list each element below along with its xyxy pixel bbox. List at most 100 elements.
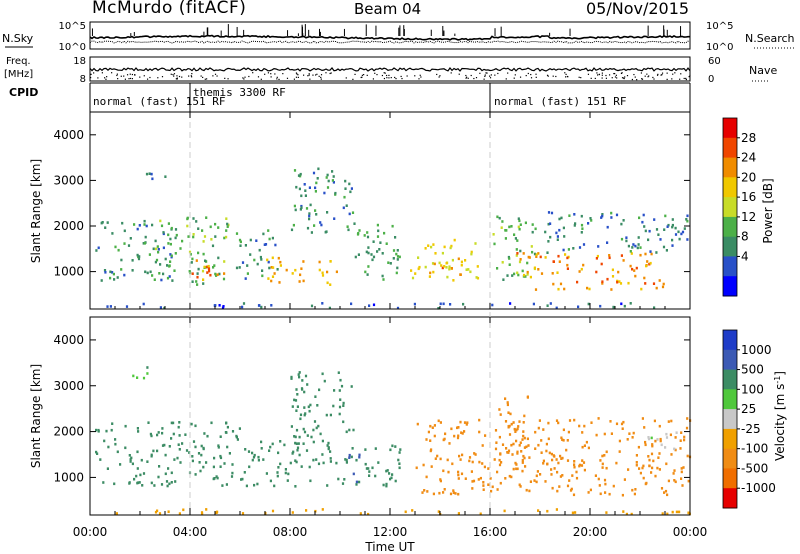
heatmap-cell (575, 470, 578, 474)
velocity-colorbar-tick-label: -1000 (741, 481, 776, 495)
heatmap-cell (264, 243, 268, 246)
heatmap-cell (178, 421, 181, 424)
heatmap-cell (634, 488, 637, 491)
heatmap-cell (522, 252, 525, 255)
heatmap-cell (148, 253, 151, 256)
heatmap-cell (156, 245, 159, 248)
heatmap-cell (343, 478, 346, 481)
heatmap-cell (364, 270, 367, 274)
heatmap-cell (329, 450, 332, 453)
heatmap-cell (201, 229, 204, 232)
nave-point (626, 75, 629, 77)
heatmap-cell (153, 484, 156, 487)
heatmap-cell (376, 223, 379, 227)
heatmap-cell (555, 458, 558, 461)
heatmap-cell (110, 428, 113, 432)
heatmap-cell (631, 246, 634, 249)
heatmap-cell (671, 238, 674, 242)
nave-point (634, 76, 636, 78)
heatmap-cell (649, 261, 652, 265)
heatmap-cell (256, 482, 259, 486)
heatmap-cell (471, 480, 474, 483)
heatmap-cell (218, 304, 221, 307)
heatmap-cell (286, 479, 289, 482)
velocity-colorbar-tick-label: 100 (741, 382, 764, 396)
heatmap-cell (168, 445, 171, 448)
heatmap-cell (128, 454, 131, 457)
heatmap-cell (248, 465, 251, 469)
heatmap-cell (685, 218, 688, 221)
heatmap-cell (496, 470, 499, 474)
heatmap-cell (345, 461, 348, 464)
heatmap-cell (294, 485, 297, 488)
heatmap-cell (307, 405, 310, 409)
heatmap-cell (381, 274, 384, 278)
nave-point (479, 72, 481, 74)
heatmap-cell (643, 225, 646, 228)
nave-point (646, 73, 648, 75)
heatmap-cell (439, 479, 442, 483)
heatmap-cell (240, 478, 243, 481)
heatmap-cell (348, 182, 351, 186)
nave-point (116, 73, 118, 75)
heatmap-cell (596, 254, 599, 258)
heatmap-cell (318, 268, 321, 272)
heatmap-cell (205, 216, 208, 219)
power-colorbar-frame (722, 117, 738, 297)
nave-point (685, 77, 687, 80)
heatmap-cell (154, 510, 158, 514)
heatmap-cell (231, 463, 234, 466)
heatmap-cell (144, 270, 147, 274)
heatmap-cell (223, 462, 226, 465)
nave-point (613, 72, 615, 75)
nave-point (90, 76, 92, 79)
heatmap-cell (114, 438, 117, 441)
heatmap-cell (510, 443, 513, 447)
heatmap-cell (343, 195, 346, 199)
heatmap-cell (137, 430, 140, 433)
heatmap-cell (323, 191, 326, 195)
heatmap-cell (482, 488, 485, 491)
heatmap-cell (453, 434, 456, 438)
heatmap-cell (414, 272, 417, 275)
heatmap-cell (302, 442, 305, 445)
heatmap-cell (539, 473, 542, 476)
time-axis-tick-label: 08:00 (273, 525, 308, 539)
nave-point (688, 76, 690, 78)
heatmap-cell (304, 412, 307, 415)
nave-point (101, 72, 103, 74)
heatmap-cell (660, 487, 664, 490)
nave-point (190, 75, 192, 77)
heatmap-cell (526, 270, 529, 274)
heatmap-cell (641, 466, 644, 470)
heatmap-cell (368, 304, 371, 307)
heatmap-cell (524, 465, 527, 468)
heatmap-cell (269, 479, 272, 483)
heatmap-cell (242, 302, 246, 305)
heatmap-cell (217, 256, 220, 260)
heatmap-cell (533, 252, 537, 256)
heatmap-cell (394, 236, 397, 239)
heatmap-cell (515, 463, 518, 466)
heatmap-cell (553, 455, 556, 458)
heatmap-cell (335, 270, 338, 274)
heatmap-cell (342, 401, 345, 405)
nave-point (384, 72, 386, 74)
heatmap-cell (123, 242, 126, 245)
heatmap-cell (687, 479, 690, 483)
heatmap-cell (632, 243, 635, 246)
heatmap-cell (589, 217, 592, 220)
nave-point (614, 72, 616, 75)
heatmap-cell (212, 266, 215, 269)
heatmap-cell (523, 436, 526, 440)
heatmap-cell (174, 252, 177, 255)
heatmap-cell (272, 266, 275, 269)
heatmap-cell (654, 474, 657, 478)
nave-point (519, 76, 522, 78)
heatmap-cell (341, 482, 345, 485)
heatmap-cell (612, 305, 615, 309)
heatmap-cell (202, 252, 205, 256)
heatmap-cell (558, 217, 561, 221)
heatmap-cell (119, 463, 122, 466)
heatmap-cell (352, 428, 355, 432)
